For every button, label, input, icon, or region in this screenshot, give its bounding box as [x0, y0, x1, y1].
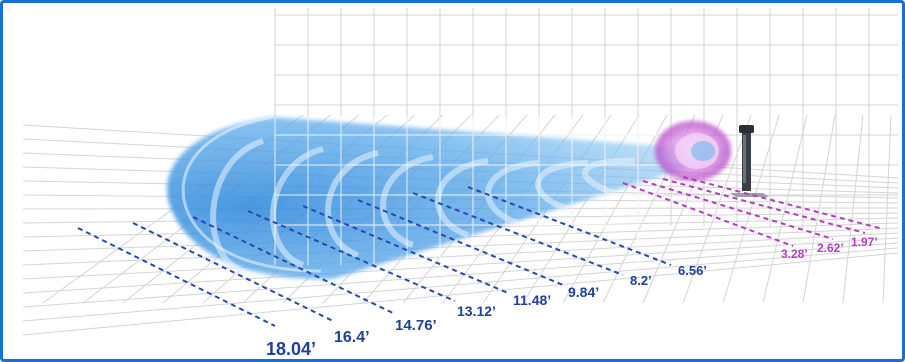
- distance-label-8-2: 8.2’: [630, 273, 652, 288]
- distance-label-3-28: 3.28’: [781, 247, 808, 261]
- air-source-ring: [655, 121, 731, 181]
- blue-dashed-line: [247, 210, 456, 302]
- purple-dashed-line: [682, 176, 884, 230]
- blue-dashed-line: [77, 227, 276, 327]
- floor-grid-line: [722, 114, 780, 304]
- blue-dashed-line: [357, 199, 564, 286]
- distance-label-14-76: 14.76’: [395, 317, 437, 334]
- blue-dashed-line: [302, 205, 509, 294]
- blue-distance-lines: [77, 186, 672, 327]
- airflow-ring-arc: [485, 160, 539, 226]
- distance-label-2-62: 2.62’: [817, 241, 844, 255]
- floor-grid-line: [22, 252, 899, 336]
- floor-grid-line: [22, 227, 899, 266]
- floor-grid-line: [802, 114, 836, 304]
- purple-dashed-line: [642, 180, 834, 240]
- tower-fan-icon: [730, 125, 769, 197]
- wall-grid-overlay: [274, 117, 663, 265]
- blue-dashed-line: [412, 192, 624, 276]
- airflow-ring-arc: [210, 138, 264, 274]
- purple-distance-lines: [622, 176, 884, 247]
- distance-label-9-84: 9.84’: [568, 284, 599, 300]
- floor-grid-line: [842, 114, 864, 304]
- blue-distance-labels: 18.04’ 16.4’ 14.76’ 13.12’ 11.48’ 9.84’ …: [266, 263, 707, 359]
- distance-label-11-48: 11.48’: [513, 292, 551, 308]
- distance-label-16-4: 16.4’: [334, 329, 370, 346]
- airflow-ring-arc: [325, 150, 379, 258]
- distance-label-18-04: 18.04’: [266, 339, 316, 359]
- distance-label-13-12: 13.12’: [457, 303, 496, 319]
- floor-grid-line: [22, 247, 899, 322]
- purple-distance-labels: 3.28’ 2.62’ 1.97’: [781, 235, 878, 261]
- airflow-ring-arc: [380, 154, 434, 248]
- floor-grid-line: [22, 242, 899, 308]
- floor-grid-line: [22, 237, 899, 294]
- blue-dashed-line: [467, 186, 672, 266]
- distance-label-1-97: 1.97’: [851, 235, 878, 249]
- airflow-ring-arc: [270, 146, 324, 268]
- distance-label-6-56: 6.56’: [678, 263, 707, 278]
- blue-dashed-line: [132, 222, 334, 322]
- floor-grid-line: [22, 232, 899, 280]
- airflow-distance-diagram: 18.04’ 16.4’ 14.76’ 13.12’ 11.48’ 9.84’ …: [22, 8, 899, 359]
- floor-grid-line: [762, 114, 808, 304]
- floor-grid-line: [682, 114, 752, 304]
- floor-grid-line: [882, 114, 892, 304]
- purple-dashed-line: [662, 178, 866, 234]
- blue-dashed-line: [192, 216, 394, 314]
- airflow-ring-arc: [582, 157, 636, 196]
- purple-dashed-line: [622, 182, 794, 247]
